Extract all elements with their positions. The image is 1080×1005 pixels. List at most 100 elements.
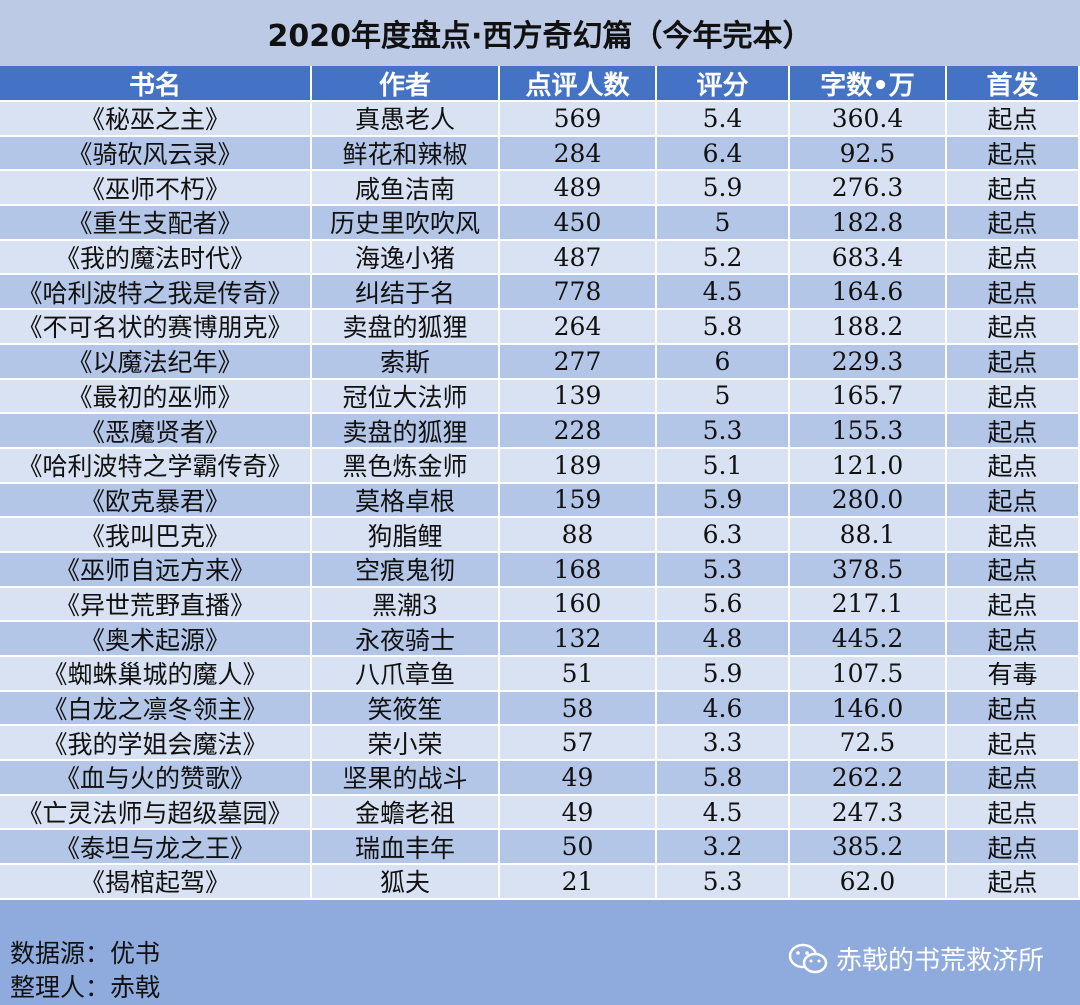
table-cell: 164.6	[790, 275, 947, 311]
table-cell: 165.7	[790, 379, 947, 415]
table-cell: 起点	[947, 310, 1080, 345]
table-cell: 瑞血丰年	[312, 830, 500, 866]
table-cell: 《秘巫之主》	[0, 102, 312, 137]
table-cell: 450	[500, 206, 657, 241]
table-cell: 489	[500, 171, 657, 207]
header-cell: 作者	[312, 66, 500, 102]
table-cell: 《欧克暴君》	[0, 483, 312, 519]
title: 2020年度盘点·西方奇幻篇（今年完本）	[0, 0, 1080, 66]
table-cell: 5.8	[657, 310, 790, 345]
table-row: 《最初的巫师》 冠位大法师 139 5 165.7 起点	[0, 379, 1080, 415]
table-cell: 264	[500, 310, 657, 345]
table-cell: 起点	[947, 691, 1080, 727]
table-cell: 起点	[947, 448, 1080, 484]
table-cell: 冠位大法师	[312, 379, 500, 415]
table-cell: 起点	[947, 865, 1080, 900]
table-cell: 起点	[947, 726, 1080, 762]
table-cell: 277	[500, 344, 657, 380]
table-cell: 159	[500, 483, 657, 519]
table-cell: 72.5	[790, 726, 947, 762]
table-row: 《泰坦与龙之王》 瑞血丰年 50 3.2 385.2 起点	[0, 830, 1080, 866]
table-cell: 6.3	[657, 518, 790, 553]
table-cell: 487	[500, 240, 657, 276]
source: 数据源：优书	[10, 939, 161, 968]
table-cell: 起点	[947, 102, 1080, 137]
table-row: 《骑砍风云录》 鲜花和辣椒 284 6.4 92.5 起点	[0, 136, 1080, 172]
table-cell: 5.8	[657, 761, 790, 796]
table-cell: 569	[500, 102, 657, 137]
table-cell: 139	[500, 379, 657, 415]
table-cell: 《巫师不朽》	[0, 171, 312, 207]
header-cell: 书名	[0, 66, 312, 102]
table-cell: 107.5	[790, 657, 947, 692]
table-cell: 683.4	[790, 240, 947, 276]
table-cell: 4.6	[657, 691, 790, 727]
table-row: 《秘巫之主》 真愚老人 569 5.4 360.4 起点	[0, 102, 1080, 137]
table-cell: 起点	[947, 171, 1080, 207]
table-cell: 纠结于名	[312, 275, 500, 311]
table-cell: 4.8	[657, 622, 790, 657]
header-cell: 字数•万	[790, 66, 947, 102]
table-cell: 21	[500, 865, 657, 900]
table-row: 《揭棺起驾》 狐夫 21 5.3 62.0 起点	[0, 865, 1080, 900]
table-cell: 217.1	[790, 587, 947, 623]
table-cell: 《奥术起源》	[0, 622, 312, 657]
table-cell: 起点	[947, 518, 1080, 553]
table-cell: 起点	[947, 622, 1080, 657]
table-cell: 《以魔法纪年》	[0, 344, 312, 380]
table-cell: 188.2	[790, 310, 947, 345]
footer: 数据源：优书 整理人：赤戟 赤戟的书荒救济所	[0, 900, 1080, 1005]
table-cell: 5	[657, 206, 790, 241]
table-cell: 起点	[947, 795, 1080, 831]
table-cell: 《亡灵法师与超级墓园》	[0, 795, 312, 831]
table-row: 《我的魔法时代》 海逸小猪 487 5.2 683.4 起点	[0, 240, 1080, 276]
wechat-icon	[788, 943, 828, 973]
table-row: 《哈利波特之我是传奇》 纠结于名 778 4.5 164.6 起点	[0, 275, 1080, 311]
table-cell: 起点	[947, 830, 1080, 866]
table-row: 《我的学姐会魔法》 荣小荣 57 3.3 72.5 起点	[0, 726, 1080, 762]
table-cell: 284	[500, 136, 657, 172]
table-cell: 62.0	[790, 865, 947, 900]
table-cell: 《我的魔法时代》	[0, 240, 312, 276]
table-cell: 155.3	[790, 414, 947, 449]
table-row: 《重生支配者》 历史里吹吹风 450 5 182.8 起点	[0, 206, 1080, 241]
table-cell: 真愚老人	[312, 102, 500, 137]
table-cell: 778	[500, 275, 657, 311]
table-cell: 58	[500, 691, 657, 727]
table-cell: 黑色炼金师	[312, 448, 500, 484]
table-cell: 起点	[947, 483, 1080, 519]
table-cell: 3.2	[657, 830, 790, 866]
table: 书名 作者 点评人数 评分 字数•万 首发 《秘巫之主》 真愚老人 569 5.4 360.4 起点《…	[0, 66, 1080, 900]
table-cell: 88	[500, 518, 657, 553]
table-cell: 荣小荣	[312, 726, 500, 762]
table-cell: 360.4	[790, 102, 947, 137]
table-cell: 247.3	[790, 795, 947, 831]
table-row: 《以魔法纪年》 索斯 277 6 229.3 起点	[0, 344, 1080, 380]
table-cell: 起点	[947, 552, 1080, 588]
table-cell: 50	[500, 830, 657, 866]
table-cell: 132	[500, 622, 657, 657]
table-cell: 385.2	[790, 830, 947, 866]
table-cell: 276.3	[790, 171, 947, 207]
table-cell: 笑筱笙	[312, 691, 500, 727]
table-cell: 160	[500, 587, 657, 623]
table-cell: 5.2	[657, 240, 790, 276]
table-cell: 5.9	[657, 483, 790, 519]
table-cell: 起点	[947, 240, 1080, 276]
table-row: 《恶魔贤者》 卖盘的狐狸 228 5.3 155.3 起点	[0, 414, 1080, 449]
table-cell: 起点	[947, 344, 1080, 380]
table-cell: 5.3	[657, 865, 790, 900]
header-cell: 评分	[657, 66, 790, 102]
table-cell: 《泰坦与龙之王》	[0, 830, 312, 866]
header-cell: 点评人数	[500, 66, 657, 102]
table-cell: 《白龙之凛冬领主》	[0, 691, 312, 727]
table-row: 《蜘蛛巢城的魔人》 八爪章鱼 51 5.9 107.5 有毒	[0, 657, 1080, 692]
table-cell: 起点	[947, 414, 1080, 449]
table-cell: 51	[500, 657, 657, 692]
table-cell: 狗脂鲤	[312, 518, 500, 553]
table-cell: 5.6	[657, 587, 790, 623]
table-cell: 49	[500, 761, 657, 796]
table-row: 《我叫巴克》 狗脂鲤 88 6.3 88.1 起点	[0, 518, 1080, 553]
table-cell: 168	[500, 552, 657, 588]
table-cell: 445.2	[790, 622, 947, 657]
